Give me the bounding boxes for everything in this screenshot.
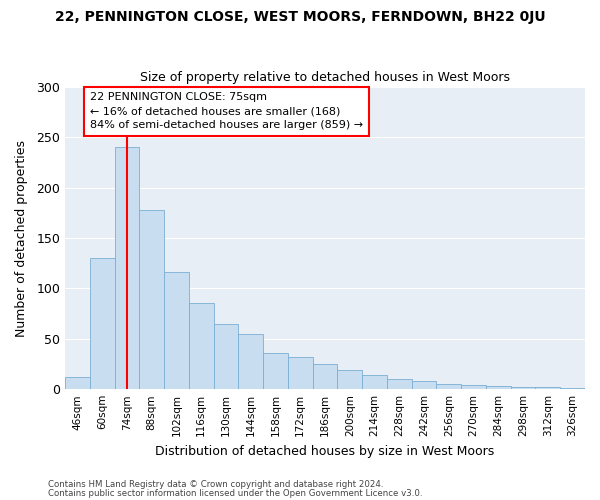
Text: Contains public sector information licensed under the Open Government Licence v3: Contains public sector information licen…	[48, 489, 422, 498]
Bar	[412, 381, 436, 389]
Bar	[263, 353, 288, 389]
Bar	[214, 324, 238, 389]
Bar	[535, 387, 560, 389]
Bar	[288, 357, 313, 389]
Text: 22, PENNINGTON CLOSE, WEST MOORS, FERNDOWN, BH22 0JU: 22, PENNINGTON CLOSE, WEST MOORS, FERNDO…	[55, 10, 545, 24]
Bar	[313, 364, 337, 389]
Bar	[436, 384, 461, 389]
Text: 22 PENNINGTON CLOSE: 75sqm
← 16% of detached houses are smaller (168)
84% of sem: 22 PENNINGTON CLOSE: 75sqm ← 16% of deta…	[90, 92, 363, 130]
Bar	[560, 388, 585, 389]
Bar	[90, 258, 115, 389]
Bar	[115, 148, 139, 389]
Bar	[387, 379, 412, 389]
Text: Contains HM Land Registry data © Crown copyright and database right 2024.: Contains HM Land Registry data © Crown c…	[48, 480, 383, 489]
Bar	[164, 272, 189, 389]
Y-axis label: Number of detached properties: Number of detached properties	[15, 140, 28, 336]
Bar	[511, 387, 535, 389]
Bar	[65, 377, 90, 389]
Bar	[461, 385, 486, 389]
Title: Size of property relative to detached houses in West Moors: Size of property relative to detached ho…	[140, 72, 510, 85]
Bar	[486, 386, 511, 389]
Bar	[362, 375, 387, 389]
Bar	[238, 334, 263, 389]
X-axis label: Distribution of detached houses by size in West Moors: Distribution of detached houses by size …	[155, 444, 494, 458]
Bar	[139, 210, 164, 389]
Bar	[337, 370, 362, 389]
Bar	[189, 302, 214, 389]
